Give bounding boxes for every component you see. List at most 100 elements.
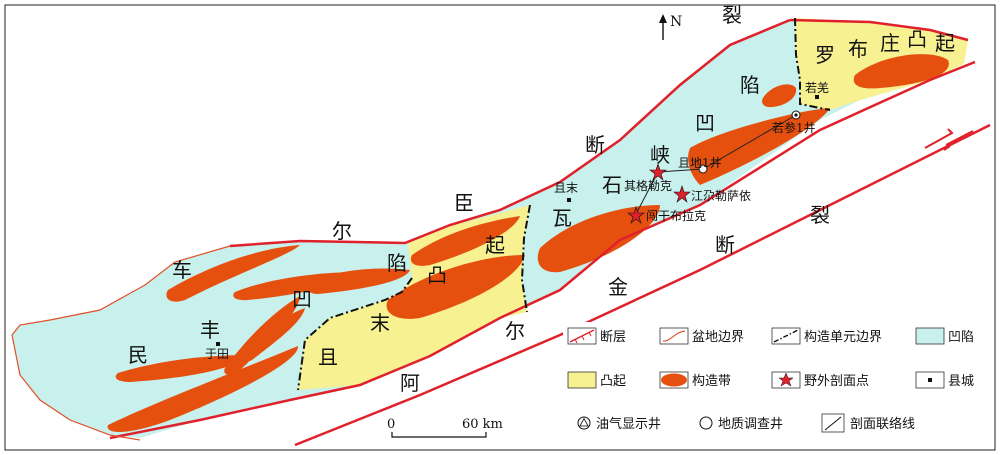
label-chen: 臣	[454, 191, 474, 215]
belt-west-7	[107, 346, 299, 432]
label-yutian: 于田	[205, 347, 229, 361]
label-tu-mid: 凸	[427, 263, 447, 287]
legend-item-fault: 断层	[567, 327, 626, 345]
belt-west-5	[239, 308, 305, 362]
faults	[109, 18, 991, 447]
label-lie-north: 裂	[722, 3, 742, 27]
structural-belt-icon	[661, 373, 687, 387]
label-che: 车	[172, 258, 192, 282]
oil-gas-well-icon	[577, 416, 591, 430]
legend-label-basin-boundary: 盆地边界	[692, 330, 744, 345]
label-qiemo-city: 且末	[554, 181, 578, 195]
county-icon	[567, 198, 571, 202]
label-qi-mid: 起	[485, 233, 505, 257]
label-tu-ne: 凸	[907, 27, 927, 51]
legend-label-uplift: 凸起	[600, 374, 626, 389]
label-kangan: 闯干布拉克	[646, 208, 706, 223]
legend-item-field-section: 野外剖面点	[771, 371, 869, 389]
label-jiangduo: 江尕勒萨依	[691, 188, 751, 203]
label-feng: 丰	[200, 318, 220, 342]
legend-label-section-line: 剖面联络线	[850, 416, 915, 432]
legend: 断层 盆地边界 构造单元边界 凹陷 凸起 构造带 野外剖	[563, 322, 993, 440]
legend-item-oil-gas-well: 油气显示井	[577, 416, 661, 432]
legend-item-depression: 凹陷	[915, 327, 974, 345]
label-qigelek: 其格勒克	[624, 178, 672, 193]
label-ao-west: 凹	[292, 287, 312, 311]
label-jin: 金	[608, 275, 628, 299]
label-er-north: 尔	[332, 219, 352, 243]
north-label: N	[670, 14, 682, 30]
fault-northeast	[789, 18, 969, 42]
label-qi-ne: 起	[935, 31, 955, 55]
label-duan-south: 断	[715, 233, 735, 257]
label-ruoqiang: 若羌	[805, 81, 829, 95]
fault-south-outer	[294, 123, 991, 447]
legend-label-field-section: 野外剖面点	[804, 374, 869, 389]
label-lie-south: 裂	[810, 203, 830, 227]
field-section-icon	[627, 206, 645, 224]
field-section-points	[627, 163, 691, 224]
label-shi: 石	[602, 173, 622, 197]
basin-boundary-southwest	[11, 334, 141, 441]
section-line-icon	[824, 416, 842, 431]
basin-boundary-icon	[662, 330, 686, 342]
label-bu: 布	[848, 37, 868, 61]
legend-item-basin-boundary: 盆地边界	[659, 327, 744, 345]
unit-boundaries	[297, 17, 831, 391]
legend-item-structural-belt: 构造带	[659, 371, 731, 389]
belt-ruoqiang-small	[762, 84, 797, 108]
legend-label-oil-gas-well: 油气显示井	[596, 416, 661, 432]
field-section-icon	[673, 185, 691, 203]
county-icon	[216, 342, 220, 346]
label-xian-ne: 陷	[740, 73, 760, 97]
label-min: 民	[128, 343, 148, 367]
unit-boundary-icon	[773, 329, 799, 343]
legend-item-unit-boundary: 构造单元边界	[771, 327, 882, 345]
oil-gas-well-icon	[791, 110, 801, 120]
label-mo: 末	[370, 311, 390, 335]
fault-icon	[569, 329, 595, 344]
legend-item-uplift: 凸起	[567, 371, 626, 389]
fault-north-margin	[229, 18, 791, 248]
belt-luobuzhuang	[853, 54, 949, 89]
label-zhuang: 庄	[880, 31, 900, 55]
basin-boundary-west	[11, 245, 231, 336]
boundary-qiemo-west	[297, 277, 413, 391]
scale-length: 60 km	[462, 417, 503, 432]
legend-item-section-line: 剖面联络线	[821, 413, 915, 433]
field-section-icon	[649, 163, 667, 181]
legend-item-county: 县城	[915, 371, 974, 389]
legend-label-unit-boundary: 构造单元边界	[804, 330, 882, 345]
belt-west-6	[115, 355, 245, 382]
belt-uplift-lower	[386, 255, 525, 319]
uplift-icon	[567, 371, 597, 389]
field-section-icon	[778, 372, 794, 387]
county-icon	[928, 378, 932, 382]
north-arrow: N	[659, 14, 682, 40]
label-well-qiedi1: 且地1井	[678, 156, 722, 170]
legend-label-geo-survey-well: 地质调查井	[718, 417, 783, 432]
label-xian-mid: 陷	[387, 251, 407, 275]
boundary-qiemo-east	[520, 204, 531, 313]
belt-qiemo-main	[537, 205, 660, 273]
strike-slip-arrows-icon	[924, 128, 974, 151]
structural-belts	[107, 54, 949, 432]
label-qie: 且	[318, 345, 338, 369]
belt-west-1	[166, 245, 300, 302]
legend-label-structural-belt: 构造带	[692, 374, 731, 389]
belt-qiemo-ne	[688, 108, 830, 185]
label-duan-north: 断	[585, 133, 605, 157]
label-er-south: 尔	[505, 319, 525, 343]
label-xia: 峡	[650, 143, 670, 167]
scale-bar: 0 60 km	[387, 417, 503, 438]
label-luo: 罗	[815, 43, 835, 67]
geo-survey-well-icon	[699, 416, 713, 430]
belt-west-3	[306, 268, 410, 294]
legend-item-geo-survey-well: 地质调查井	[699, 416, 783, 432]
fault-altyn	[109, 60, 976, 440]
legend-label-fault: 断层	[600, 330, 626, 345]
basin-boundary	[11, 245, 231, 441]
regional-labels: 裂 断 罗 布 庄 凸 起 陷 凹 峡 石 瓦 臣 尔 车 陷 凹 凸 起 末 …	[128, 3, 955, 395]
label-wa: 瓦	[552, 206, 572, 230]
label-well-ruocan1: 若参1井	[772, 120, 816, 135]
